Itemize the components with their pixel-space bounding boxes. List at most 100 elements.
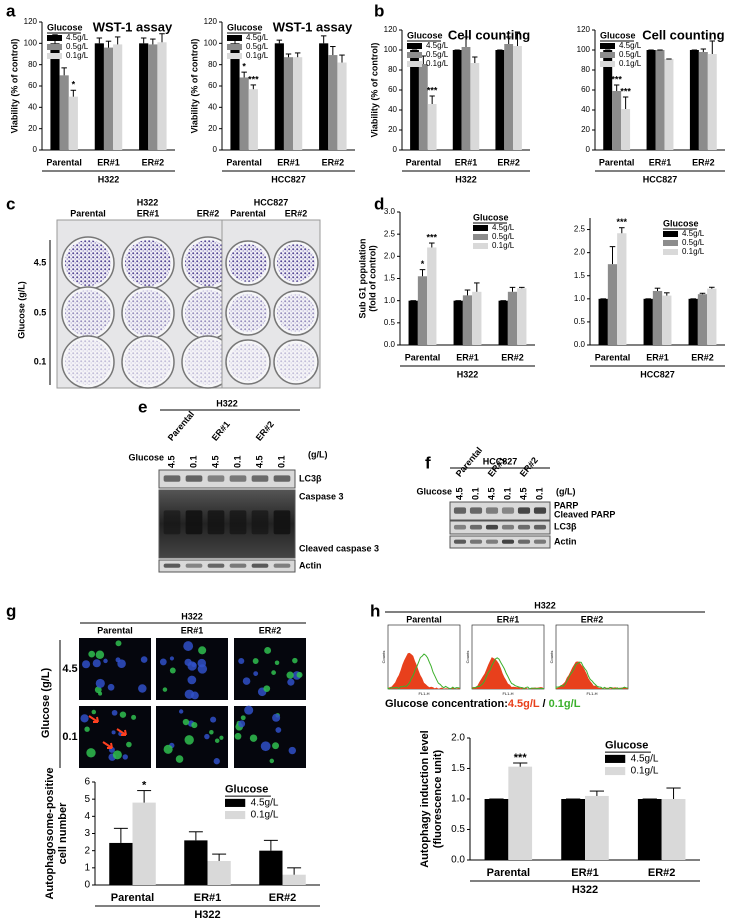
nucleus (92, 659, 101, 668)
nucleus (183, 641, 194, 651)
nucleus (119, 711, 127, 718)
image-column-label: ER#1 (181, 625, 204, 635)
y-tick-label: 20 (581, 125, 590, 134)
nucleus (187, 675, 197, 685)
category-label: ER#1 (571, 867, 599, 879)
nucleus (287, 678, 295, 686)
bar (283, 57, 294, 151)
nucleus (95, 650, 105, 660)
bar (248, 89, 258, 150)
flow-title: H322 (534, 600, 556, 610)
flow-column-label: Parental (406, 614, 442, 624)
nucleus (122, 754, 128, 760)
nucleus (131, 714, 137, 720)
micrograph (234, 706, 306, 768)
legend-label: 0.1g/L (246, 51, 269, 60)
y-axis-label: Autophagy induction level (419, 730, 431, 868)
nucleus (292, 657, 298, 664)
band (469, 539, 483, 544)
plate-column-label: ER#2 (197, 208, 220, 218)
legend-label: 0.1g/L (251, 810, 279, 821)
bar (50, 43, 60, 151)
y-tick-label: 80 (208, 60, 217, 69)
nucleus (140, 656, 148, 663)
category-label: ER#2 (142, 157, 165, 167)
y-tick-label: 80 (28, 60, 37, 69)
legend-title: Glucose (473, 212, 509, 222)
nucleus (98, 691, 103, 696)
legend-label: 0.5g/L (246, 42, 269, 51)
bar (470, 63, 480, 150)
band (485, 507, 499, 514)
bar (417, 276, 428, 345)
y-axis-label: Viability (% of control) (189, 39, 199, 134)
category-label: ER#2 (692, 157, 715, 167)
arrow (88, 715, 99, 723)
band (251, 563, 269, 568)
y-tick-label: 80 (388, 65, 397, 74)
legend-title: Glucose (407, 30, 443, 40)
nucleus (209, 729, 214, 735)
legend-swatch (663, 231, 678, 237)
bar (410, 50, 419, 150)
legend-label: 4.5g/L (682, 229, 705, 238)
bar (698, 52, 708, 150)
chart-title: Cell counting (642, 27, 724, 42)
panel-letter: f (425, 453, 431, 472)
nucleus (272, 713, 281, 722)
lane-label: 4.5 (486, 487, 496, 500)
nucleus (88, 650, 96, 658)
colony-stain (229, 244, 267, 282)
nucleus (238, 657, 245, 665)
legend-swatch (227, 53, 242, 59)
band (163, 510, 181, 535)
bar (427, 104, 437, 150)
y-tick-label: 6 (84, 777, 90, 788)
category-label: ER#1 (646, 352, 669, 362)
plate-row-label: 0.1 (34, 356, 47, 366)
nucleus (187, 661, 197, 671)
bar (646, 50, 656, 150)
significance: *** (617, 217, 628, 227)
bar (662, 295, 672, 345)
blot-group-label: ER#2 (518, 455, 540, 479)
nucleus (288, 746, 297, 755)
flow-legend-part: / (539, 698, 548, 710)
colony-stain (65, 339, 111, 385)
glucose-label: Glucose (128, 452, 164, 462)
blot-strip (449, 535, 551, 549)
plate-column-label: Parental (70, 208, 106, 218)
y-tick-label: 80 (581, 65, 590, 74)
flow-y-axis: Counts (465, 651, 470, 664)
flow-histogram-0.1 (471, 657, 545, 690)
y-axis-label: (fluorescence unit) (432, 749, 444, 848)
lane-label: 0.1 (232, 455, 242, 468)
lane-label: 4.5 (254, 455, 264, 468)
image-row-label: 0.1 (62, 731, 77, 743)
legend-label: 0.1g/L (631, 766, 659, 777)
band (229, 475, 247, 482)
band (207, 510, 225, 535)
band (517, 507, 531, 514)
blot-strip (449, 501, 551, 521)
band (229, 563, 247, 568)
unit-label: (g/L) (308, 449, 328, 459)
flow-y-axis: Counts (549, 651, 554, 664)
y-tick-label: 0 (84, 880, 90, 891)
bar (612, 91, 622, 150)
significance: * (142, 779, 147, 791)
nucleus (213, 758, 220, 765)
y-tick-label: 0.0 (574, 340, 586, 349)
category-label: Parental (226, 157, 262, 167)
y-tick-label: 1.0 (384, 296, 396, 305)
y-tick-label: 100 (24, 38, 38, 47)
plate-group-label: H322 (137, 197, 159, 207)
legend-label: 0.1g/L (682, 247, 705, 256)
lane-label: 4.5 (454, 487, 464, 500)
category-label: ER#1 (194, 892, 222, 904)
lane-label: 4.5 (166, 455, 176, 468)
flow-histogram-4.5 (472, 657, 544, 689)
legend-swatch (227, 44, 242, 50)
category-label: ER#2 (269, 892, 297, 904)
colony-stain (229, 294, 267, 332)
